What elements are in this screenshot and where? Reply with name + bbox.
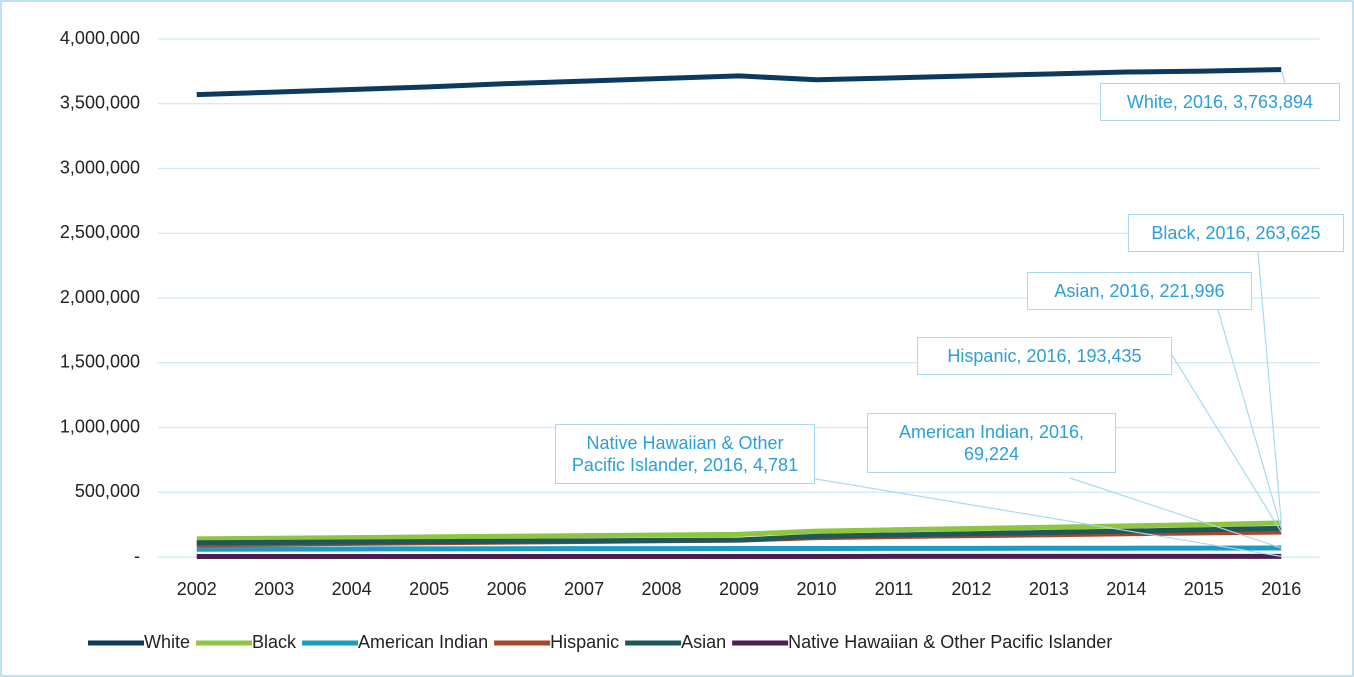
legend-label: Native Hawaiian & Other Pacific Islander: [788, 632, 1112, 652]
y-tick-label: 3,000,000: [60, 157, 140, 177]
leader-line: [1257, 251, 1282, 523]
x-tick-label: 2013: [1029, 579, 1069, 599]
x-tick-label: 2003: [254, 579, 294, 599]
y-tick-label: 1,000,000: [60, 416, 140, 436]
x-tick-label: 2004: [332, 579, 372, 599]
data-label: Asian, 2016, 221,996: [1027, 272, 1252, 310]
x-tick-label: 2010: [796, 579, 836, 599]
y-tick-label: -: [134, 546, 140, 566]
series-line: [196, 545, 1282, 552]
x-tick-label: 2012: [951, 579, 991, 599]
leader-line: [1280, 69, 1286, 84]
x-tick-label: 2009: [719, 579, 759, 599]
leader-line: [809, 477, 1282, 557]
y-tick-label: 2,000,000: [60, 287, 140, 307]
x-tick-label: 2015: [1184, 579, 1224, 599]
data-label: Hispanic, 2016, 193,435: [917, 337, 1172, 375]
x-tick-label: 2014: [1106, 579, 1146, 599]
y-tick-label: 2,500,000: [60, 222, 140, 242]
leader-line: [1069, 477, 1282, 549]
x-tick-label: 2007: [564, 579, 604, 599]
series-line: [196, 67, 1282, 98]
legend-label: Asian: [681, 632, 726, 652]
leader-line: [1217, 309, 1282, 529]
x-tick-label: 2005: [409, 579, 449, 599]
legend-label: American Indian: [358, 632, 488, 652]
leader-line: [1171, 354, 1282, 533]
series-line: [196, 525, 1282, 546]
x-tick-label: 2016: [1261, 579, 1301, 599]
x-tick-label: 2011: [875, 579, 914, 599]
data-label: American Indian, 2016, 69,224: [867, 413, 1116, 473]
legend-label: Black: [252, 632, 297, 652]
x-tick-label: 2008: [642, 579, 682, 599]
data-label: White, 2016, 3,763,894: [1100, 83, 1340, 121]
data-label: Black, 2016, 263,625: [1128, 214, 1344, 252]
y-tick-label: 500,000: [75, 481, 140, 501]
legend-label: White: [144, 632, 190, 652]
y-tick-label: 4,000,000: [60, 28, 140, 48]
y-tick-label: 1,500,000: [60, 352, 140, 372]
data-label: Native Hawaiian & Other Pacific Islander…: [555, 424, 815, 484]
x-tick-label: 2002: [177, 579, 217, 599]
legend-label: Hispanic: [550, 632, 619, 652]
y-tick-label: 3,500,000: [60, 93, 140, 113]
x-tick-label: 2006: [487, 579, 527, 599]
